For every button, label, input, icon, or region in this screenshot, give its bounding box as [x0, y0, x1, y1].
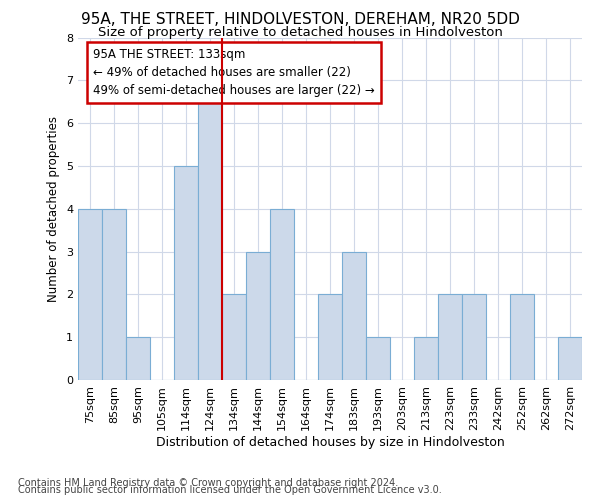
- Bar: [510, 294, 534, 380]
- Bar: [438, 294, 462, 380]
- Bar: [174, 166, 198, 380]
- Y-axis label: Number of detached properties: Number of detached properties: [47, 116, 61, 302]
- Bar: [342, 252, 366, 380]
- Bar: [78, 209, 102, 380]
- Text: Size of property relative to detached houses in Hindolveston: Size of property relative to detached ho…: [98, 26, 502, 39]
- X-axis label: Distribution of detached houses by size in Hindolveston: Distribution of detached houses by size …: [155, 436, 505, 448]
- Bar: [246, 252, 270, 380]
- Bar: [414, 337, 438, 380]
- Text: Contains public sector information licensed under the Open Government Licence v3: Contains public sector information licen…: [18, 485, 442, 495]
- Bar: [102, 209, 126, 380]
- Bar: [558, 337, 582, 380]
- Bar: [126, 337, 150, 380]
- Bar: [198, 80, 222, 380]
- Bar: [222, 294, 246, 380]
- Bar: [366, 337, 390, 380]
- Text: 95A, THE STREET, HINDOLVESTON, DEREHAM, NR20 5DD: 95A, THE STREET, HINDOLVESTON, DEREHAM, …: [80, 12, 520, 28]
- Text: Contains HM Land Registry data © Crown copyright and database right 2024.: Contains HM Land Registry data © Crown c…: [18, 478, 398, 488]
- Text: 95A THE STREET: 133sqm
← 49% of detached houses are smaller (22)
49% of semi-det: 95A THE STREET: 133sqm ← 49% of detached…: [93, 48, 375, 97]
- Bar: [270, 209, 294, 380]
- Bar: [462, 294, 486, 380]
- Bar: [318, 294, 342, 380]
